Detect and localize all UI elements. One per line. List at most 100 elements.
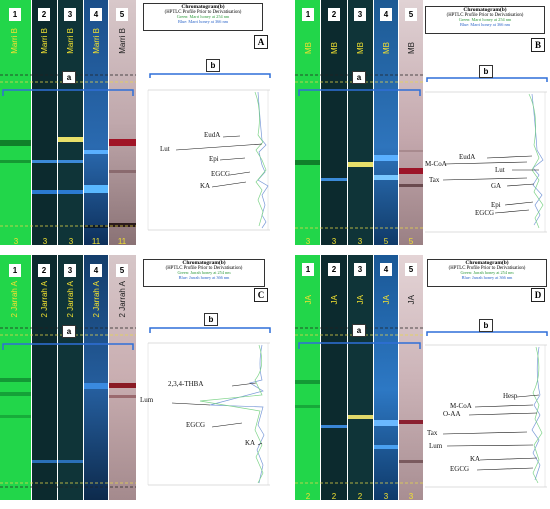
compound-label: Lut xyxy=(495,166,505,174)
compound-label: KA xyxy=(470,455,481,463)
track-label: MB xyxy=(330,42,339,54)
panel-letter: D xyxy=(531,288,545,302)
track-number: 2 xyxy=(328,263,340,276)
legend-green: Green: Marri honey at 254 nm xyxy=(458,17,512,23)
bottom-number: 3 xyxy=(305,237,311,246)
compound-label: EGCG xyxy=(475,209,495,217)
chromatogram-title-box: Chromatogram(b) (HPTLC Profile Prior to … xyxy=(143,3,263,31)
track-number: 2 xyxy=(38,8,50,21)
compound-label: EGCG xyxy=(186,421,206,429)
compound-label: Hesp xyxy=(503,392,518,400)
track-4 xyxy=(84,255,108,500)
track-number: 1 xyxy=(302,263,314,276)
chromatogram-title: Chromatogram(b) xyxy=(465,260,509,266)
compound-label: KA xyxy=(245,439,256,447)
bottom-number: 11 xyxy=(117,237,127,246)
panel-c: 1 2 3 4 5 2 Jarrah A 2 Jarrah A 2 Jarrah… xyxy=(0,255,272,507)
track-number: 4 xyxy=(380,263,392,276)
panel-c-graphics xyxy=(0,255,271,500)
track-label: JA xyxy=(330,295,339,305)
track-5 xyxy=(399,255,423,500)
compound-label: Lum xyxy=(140,396,154,404)
bottom-number: 11 xyxy=(91,237,101,246)
track-3 xyxy=(58,255,83,500)
compound-label: EudA xyxy=(204,131,221,139)
compound-label: M-CoA xyxy=(425,160,447,168)
bottom-number: 5 xyxy=(408,237,414,246)
chromatogram-title-box: Chromatogram(b) (HPTLC Profile Prior to … xyxy=(425,6,545,34)
panel-letter: C xyxy=(254,288,268,302)
track-number: 3 xyxy=(354,8,366,21)
compound-label: Lum xyxy=(429,442,443,450)
compound-label: Epi xyxy=(491,201,501,209)
track-1 xyxy=(0,0,31,245)
track-number: 5 xyxy=(405,8,417,21)
track-label: MB xyxy=(382,42,391,54)
legend-blue: Blue: Jarrah honey at 366 nm xyxy=(461,275,513,281)
compound-label: EGCG xyxy=(211,170,231,178)
panel-d-graphics xyxy=(295,255,548,500)
chromatogram-subtitle: (HPTLC Profile Prior to Derivatisation) xyxy=(446,13,524,19)
track-3 xyxy=(348,0,373,245)
chromatogram-title-box: Chromatogram(b) (HPTLC Profile Prior to … xyxy=(143,259,265,287)
bracket-b-label: b xyxy=(204,313,218,326)
track-number: 3 xyxy=(64,264,76,277)
panel-letter: B xyxy=(531,38,545,52)
track-label: JA xyxy=(382,295,391,305)
bracket-a-label: a xyxy=(62,325,76,338)
chromatogram-subtitle: (HPTLC Profile Prior to Derivatisation) xyxy=(448,266,526,272)
bottom-number: 3 xyxy=(331,237,337,246)
track-4 xyxy=(374,255,398,500)
bracket-a-label: a xyxy=(62,71,76,84)
track-number: 1 xyxy=(302,8,314,21)
track-label: 2 Jarrah A xyxy=(10,281,19,318)
bottom-number: 3 xyxy=(42,237,48,246)
panel-b-graphics xyxy=(295,0,548,245)
track-label: 2 Jarrah A xyxy=(92,281,101,318)
chromatogram-title: Chromatogram(b) xyxy=(463,7,507,13)
track-label: 2 Jarrah A xyxy=(66,281,75,318)
track-5 xyxy=(109,0,136,245)
legend-blue: Blue: Jarrah honey at 366 nm xyxy=(178,275,230,281)
track-number: 4 xyxy=(90,264,102,277)
compound-label: 2,3,4-THBA xyxy=(168,380,204,388)
compound-label: M-CoA xyxy=(450,402,472,410)
legend-green: Green: Marri honey at 254 nm xyxy=(176,14,230,20)
track-number: 5 xyxy=(116,264,128,277)
bottom-number: 5 xyxy=(383,237,389,246)
legend-green: Green: Jarrah honey at 254 nm xyxy=(460,270,514,276)
track-4 xyxy=(84,0,108,245)
panel-d: 1 2 3 4 5 JA JA JA JA JA a b 2 2 2 3 3 C… xyxy=(277,255,549,507)
track-label: JA xyxy=(304,295,313,305)
track-label: Marri B xyxy=(10,28,19,54)
track-3 xyxy=(58,0,83,245)
track-label: Marri B xyxy=(40,28,49,54)
bottom-number: 3 xyxy=(408,492,414,501)
bracket-b-label: b xyxy=(479,319,493,332)
compound-label: Tax xyxy=(429,176,440,184)
track-number: 5 xyxy=(116,8,128,21)
track-2 xyxy=(321,255,347,500)
track-1 xyxy=(295,255,320,500)
track-number: 5 xyxy=(405,263,417,276)
compound-label: Tax xyxy=(427,429,438,437)
track-label: JA xyxy=(356,295,365,305)
bottom-number: 3 xyxy=(383,492,389,501)
panel-b: 1 2 3 4 5 MB MB MB MB MB a b 3 3 3 5 5 C… xyxy=(277,0,549,252)
track-4 xyxy=(374,0,398,245)
bracket-b-label: b xyxy=(206,59,220,72)
chromatogram-title: Chromatogram(b) xyxy=(181,4,225,10)
track-label: Marri B xyxy=(92,28,101,54)
legend-blue: Blue: Marri honey at 366 nm xyxy=(459,22,510,28)
chromatogram-title: Chromatogram(b) xyxy=(182,260,226,266)
bottom-number: 2 xyxy=(357,492,363,501)
track-1 xyxy=(295,0,320,245)
bottom-number: 3 xyxy=(13,237,19,246)
track-label: JA xyxy=(407,295,416,305)
track-label: MB xyxy=(356,42,365,54)
legend-blue: Blue: Marri honey at 366 nm xyxy=(177,19,228,25)
track-number: 1 xyxy=(9,264,21,277)
track-2 xyxy=(32,255,57,500)
track-label: Marri B xyxy=(66,28,75,54)
compound-label: KA xyxy=(200,182,211,190)
